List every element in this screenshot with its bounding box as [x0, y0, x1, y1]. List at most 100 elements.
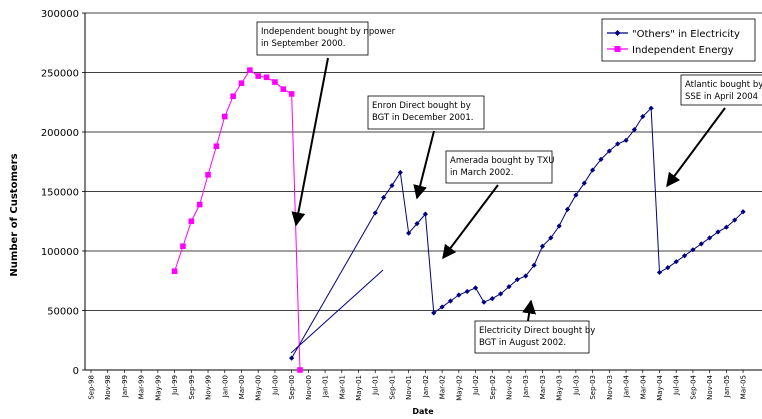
- x-tick-label: Nov-02: [506, 375, 514, 400]
- annotation-box: [445, 150, 553, 184]
- point-marker-independent: [263, 74, 270, 81]
- series-lines: [174, 69, 744, 371]
- legend-box: [601, 18, 756, 62]
- x-tick-label: Jul-99: [171, 375, 179, 396]
- x-tick-label: Nov-99: [205, 375, 213, 400]
- point-marker-independent: [205, 172, 211, 178]
- x-tick-label: Mar-99: [138, 375, 146, 399]
- point-marker-others: [456, 292, 462, 298]
- annotation-box: [367, 95, 485, 130]
- point-marker-others: [439, 304, 445, 310]
- point-marker-others: [598, 156, 604, 162]
- legend-label: Independent Energy: [632, 45, 734, 56]
- point-marker-others: [481, 299, 487, 305]
- point-marker-others: [381, 194, 387, 201]
- x-tick-label: May-03: [556, 375, 564, 401]
- point-marker-others: [372, 210, 378, 216]
- annotations: Independent bought by npower in September…: [256, 21, 762, 354]
- annotation-text: Amerada bought by TXU: [450, 156, 555, 166]
- point-marker-independent: [297, 367, 303, 373]
- x-tick-label: Sep-98: [88, 375, 96, 400]
- point-marker-others: [648, 105, 654, 111]
- x-tick-label: Sep-02: [489, 375, 497, 400]
- annotation-text: Independent bought by npower: [261, 27, 396, 37]
- x-tick-label: Nov-04: [706, 374, 714, 399]
- point-marker-independent: [280, 86, 287, 92]
- point-marker-others: [573, 192, 579, 198]
- annotation-arrow: [442, 184, 499, 260]
- y-axis-title: Number of Customers: [9, 153, 20, 276]
- annotation-arrow: [522, 299, 537, 322]
- point-marker-others: [698, 241, 704, 247]
- annotation-text: SSE in April 2004: [685, 92, 758, 102]
- point-marker-others: [581, 180, 587, 186]
- point-marker-others: [472, 285, 479, 291]
- point-marker-others: [715, 229, 721, 235]
- series-markers: [171, 67, 746, 373]
- y-axis: 0 50000 100000 150000 200000 250000 300000: [41, 9, 86, 377]
- x-tick-label: Sep-01: [388, 375, 396, 400]
- point-marker-others: [631, 127, 637, 133]
- x-tick-label: Jan-04: [623, 374, 631, 398]
- point-marker-others: [539, 243, 546, 249]
- x-tick-label: Nov-01: [405, 375, 413, 400]
- x-tick-label: Jan-02: [422, 375, 430, 398]
- point-marker-others: [556, 223, 562, 229]
- x-tick-label: Mar-03: [539, 375, 547, 399]
- y-tick-label: 200000: [41, 128, 79, 139]
- point-marker-others: [656, 269, 663, 276]
- x-tick-label: Jul-04: [673, 374, 681, 395]
- x-tick-label: Jan-00: [221, 375, 229, 398]
- point-marker-independent: [188, 218, 195, 225]
- point-marker-independent: [171, 268, 178, 275]
- point-marker-others: [289, 355, 295, 361]
- x-tick-label: Jul-01: [372, 375, 380, 396]
- legend-marker: [614, 30, 621, 36]
- annotation-arrow: [291, 57, 329, 227]
- point-marker-others: [498, 291, 504, 297]
- x-tick-label: Jul-00: [271, 375, 279, 396]
- point-marker-others: [431, 310, 437, 316]
- point-marker-others: [489, 296, 495, 302]
- legend-label: "Others" in Electricity: [632, 29, 740, 40]
- x-tick-label: Sep-03: [589, 375, 597, 400]
- point-marker-others: [590, 167, 596, 173]
- point-marker-others: [406, 230, 412, 236]
- x-axis: Sep-98 Nov-98 Jan-99 Mar-99 May-99 Jul-99 Sep-…: [85, 369, 762, 401]
- x-axis-title: Date: [412, 407, 434, 416]
- point-marker-others: [623, 137, 629, 143]
- point-marker-independent: [238, 80, 245, 87]
- point-marker-others: [640, 113, 646, 120]
- annotation-text: Atlantic bought by: [685, 80, 762, 90]
- point-marker-others: [514, 276, 520, 283]
- x-tick-label: Jan-03: [522, 375, 530, 398]
- x-tick-label: Jan-05: [723, 375, 731, 398]
- point-marker-others: [740, 209, 746, 215]
- y-tick-label: 150000: [41, 188, 79, 199]
- point-marker-others: [615, 141, 621, 147]
- x-tick-label: Jan-99: [121, 375, 129, 398]
- x-tick-label: Sep-99: [188, 375, 196, 400]
- point-marker-independent: [247, 67, 253, 73]
- annotation-text: Electricity Direct bought by: [479, 326, 595, 336]
- point-marker-others: [723, 224, 729, 230]
- point-marker-others: [389, 182, 395, 189]
- x-tick-label: Jan-01: [322, 375, 330, 398]
- point-marker-independent: [221, 113, 228, 120]
- point-marker-others: [681, 253, 688, 259]
- point-marker-others: [464, 288, 470, 295]
- x-tick-label: Sep-00: [288, 375, 296, 400]
- point-marker-others: [548, 235, 554, 241]
- annotation-text: in September 2000.: [261, 39, 345, 49]
- point-marker-independent: [288, 91, 295, 97]
- y-tick-label: 300000: [41, 9, 79, 20]
- y-tick-label: 250000: [41, 69, 79, 80]
- point-marker-others: [422, 211, 428, 217]
- point-marker-others: [531, 262, 537, 268]
- point-marker-others: [506, 284, 512, 290]
- x-tick-label: Nov-98: [104, 375, 112, 400]
- point-marker-others: [523, 273, 529, 279]
- y-tick-label: 50000: [47, 307, 79, 318]
- x-tick-label: Nov-03: [606, 375, 614, 400]
